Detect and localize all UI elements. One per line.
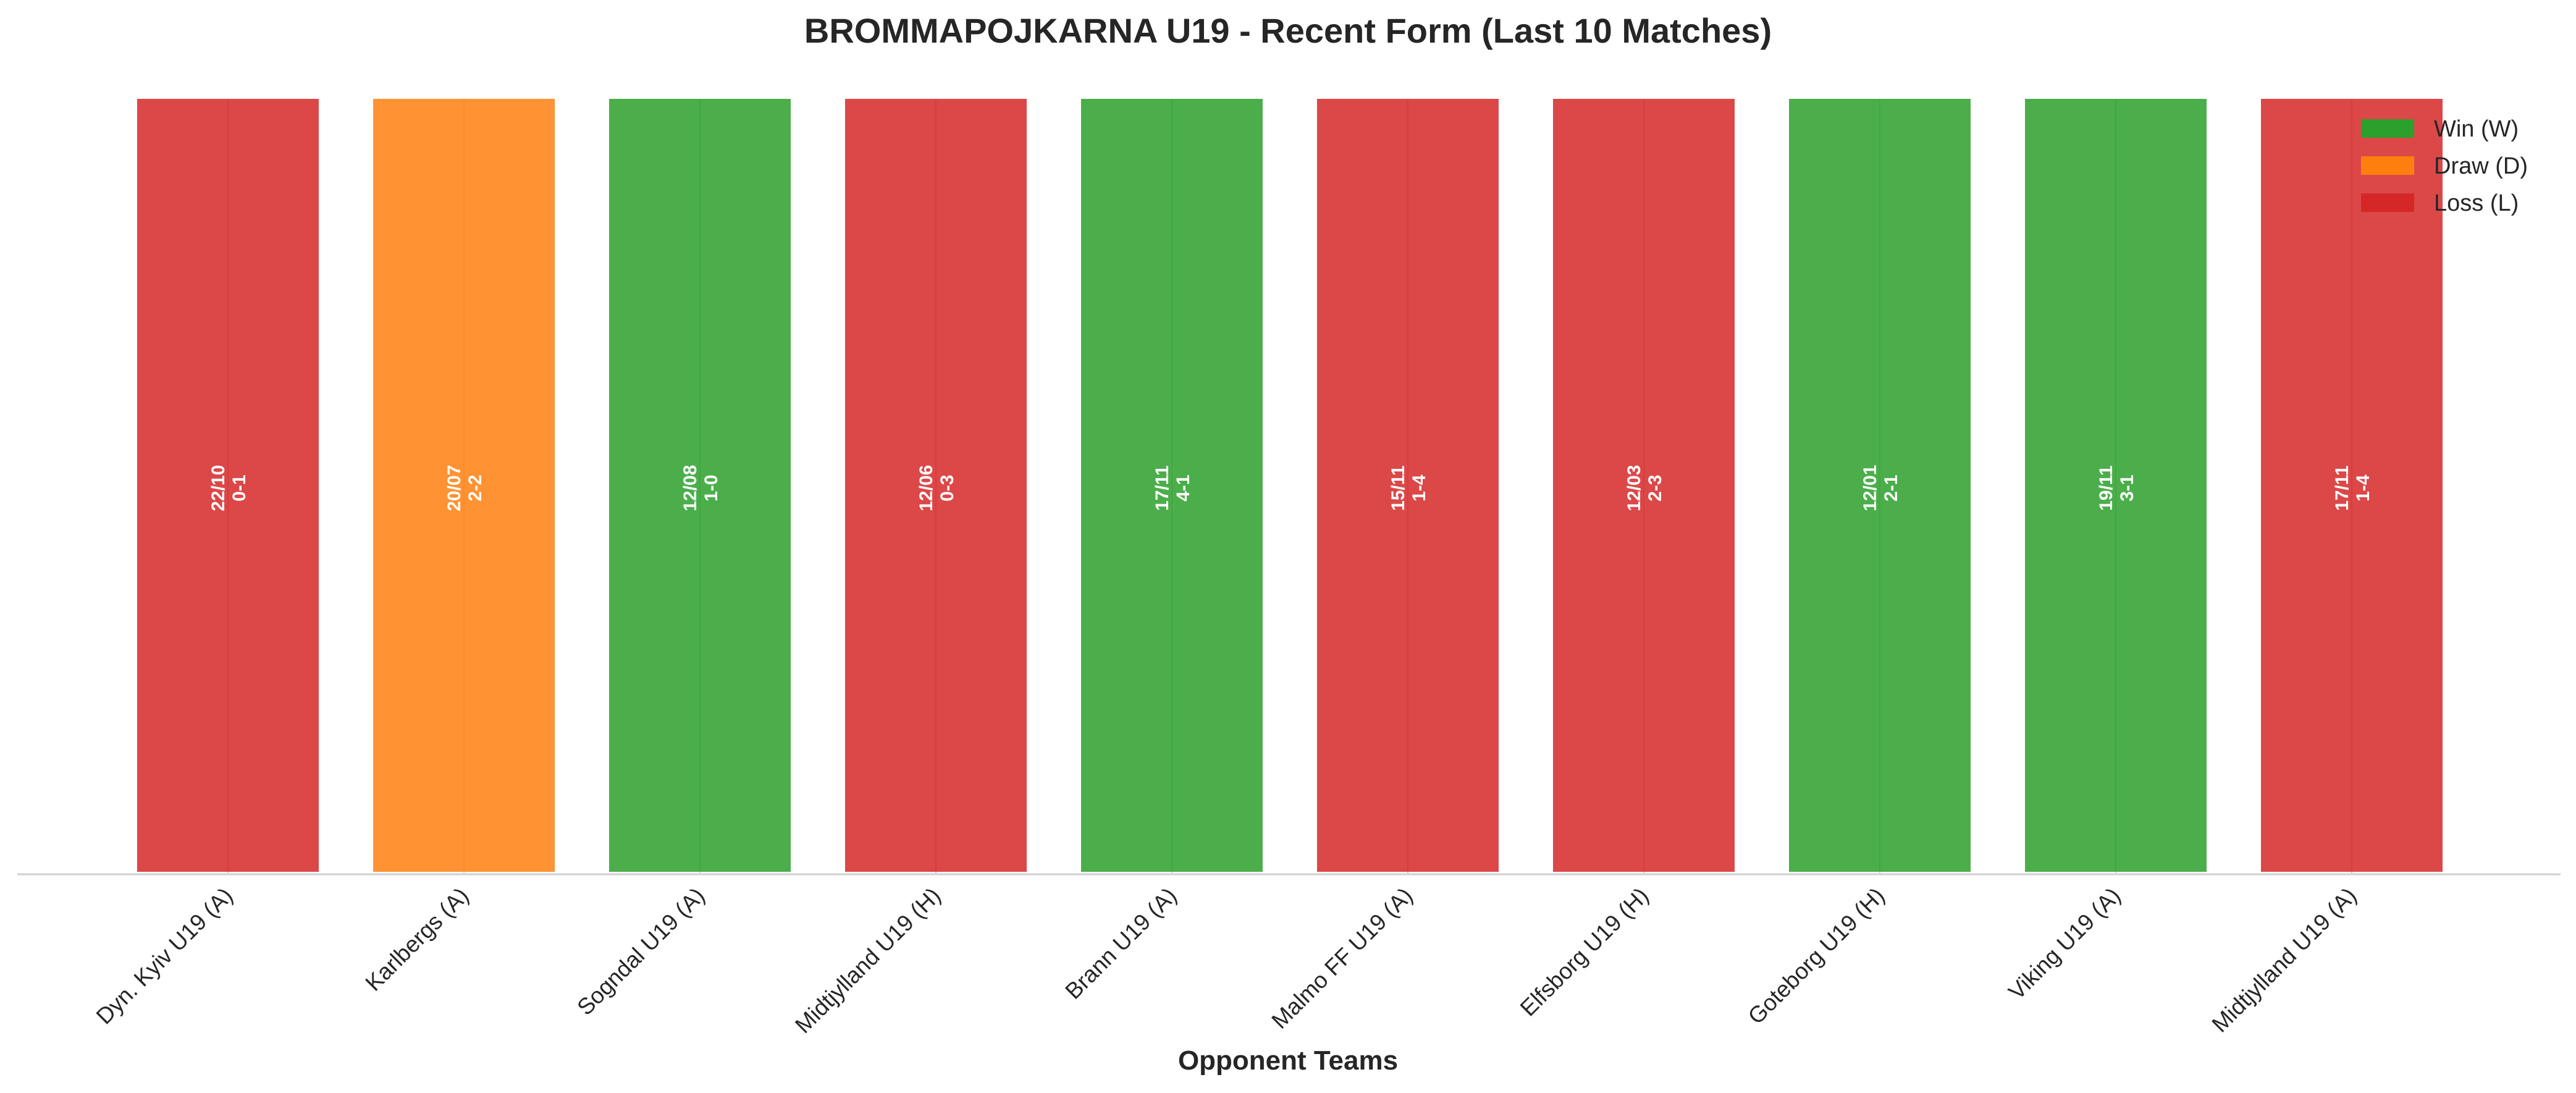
result-bar [1551,96,1737,874]
result-bar [1787,96,1973,874]
result-bar [135,96,321,874]
x-axis-label: Opponent Teams [1178,1045,1398,1076]
x-tick-label: Karlbergs (A) [361,883,474,996]
result-bar [371,96,557,874]
match-bar-group: 19/113-1 [2022,96,2209,874]
match-bar-group: 17/114-1 [1079,96,1265,874]
match-score: 2-2 [465,475,486,501]
match-score: 2-3 [1645,475,1665,501]
match-score: 0-1 [229,475,250,501]
bars-layer: 22/100-1 20/072-2 12/081-0 12/060-3 17/114-1… [135,96,2445,874]
match-score: 1-4 [2353,475,2373,502]
legend-label: Win (W) [2434,116,2519,142]
result-bar [1315,96,1501,874]
match-bar-group: 17/111-4 [2258,96,2445,874]
x-tick-label: Viking U19 (A) [2003,883,2125,1005]
match-date: 15/11 [1388,465,1408,510]
match-score: 4-1 [1173,475,1193,501]
result-bar [1079,96,1265,874]
match-date: 22/10 [208,465,229,511]
result-bar [2022,96,2209,874]
x-tick-label: Malmo FF U19 (A) [1267,883,1418,1034]
bar-date-score-label: 12/032-3 [1624,465,1665,511]
x-tick-labels: Dyn. Kyiv U19 (A) Karlbergs (A) Sogndal U1… [91,883,2362,1038]
x-tick-label: Goteborg U19 (H) [1743,883,1890,1029]
match-bar-group: 20/072-2 [371,96,557,874]
chart-title: BROMMAPOJKARNA U19 - Recent Form (Last 1… [804,11,1772,50]
x-tick-label: Elfsborg U19 (H) [1515,883,1654,1021]
legend: Win (W) Draw (D) Loss (L) [2361,116,2528,216]
legend-label: Draw (D) [2434,153,2528,179]
match-bar-group: 22/100-1 [135,96,321,874]
match-date: 12/06 [916,465,937,511]
match-bar-group: 15/111-4 [1315,96,1501,874]
legend-label: Loss (L) [2434,190,2519,216]
x-tick-label: Sogndal U19 (A) [572,883,709,1020]
bar-date-score-label: 17/114-1 [1152,465,1193,510]
bar-date-score-label: 20/072-2 [444,465,486,511]
x-tick-label: Midtjylland U19 (H) [790,883,945,1038]
match-date: 12/08 [680,465,701,511]
match-score: 1-0 [701,475,722,501]
result-bar [607,96,793,874]
legend-item: Draw (D) [2361,153,2528,179]
match-score: 3-1 [2117,475,2137,501]
bar-date-score-label: 12/012-1 [1860,465,1901,511]
match-score: 1-4 [1409,475,1429,502]
match-score: 0-3 [937,475,958,501]
legend-swatch [2361,193,2414,212]
match-bar-group: 12/032-3 [1551,96,1737,874]
bar-date-score-label: 22/100-1 [208,465,250,511]
match-date: 19/11 [2096,465,2116,510]
bar-date-score-label: 12/081-0 [680,465,722,511]
match-date: 20/07 [444,465,465,511]
match-date: 17/11 [1152,465,1172,510]
bar-date-score-label: 15/111-4 [1388,465,1429,510]
legend-item: Loss (L) [2361,190,2519,216]
match-date: 12/01 [1860,465,1880,511]
match-bar-group: 12/081-0 [607,96,793,874]
match-date: 17/11 [2332,465,2352,510]
match-date: 12/03 [1624,465,1644,511]
legend-swatch [2361,119,2414,138]
x-tick-label: Dyn. Kyiv U19 (A) [91,883,238,1029]
match-score: 2-1 [1881,475,1901,501]
x-tick-label: Brann U19 (A) [1060,883,1181,1004]
match-bar-group: 12/012-1 [1787,96,1973,874]
legend-swatch [2361,156,2414,175]
legend-item: Win (W) [2361,116,2519,142]
bar-date-score-label: 17/111-4 [2332,465,2373,510]
bar-date-score-label: 19/113-1 [2096,465,2137,510]
match-bar-group: 12/060-3 [843,96,1029,874]
result-bar [2258,96,2445,874]
bar-date-score-label: 12/060-3 [916,465,958,511]
result-bar [843,96,1029,874]
x-tick-label: Midtjylland U19 (A) [2207,883,2362,1037]
